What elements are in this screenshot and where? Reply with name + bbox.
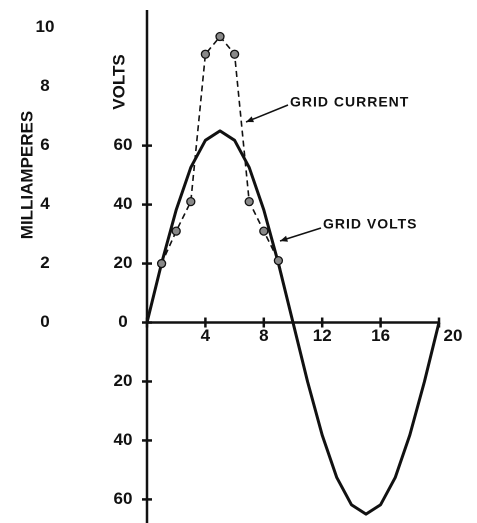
data-point <box>273 255 284 266</box>
arrow-head <box>246 116 254 123</box>
data-point <box>259 226 269 236</box>
data-point <box>215 31 225 42</box>
annotation: GRID VOLTS <box>323 216 418 232</box>
annotation: GRID CURRENT <box>290 94 409 110</box>
y2-tick-label: 0 <box>40 312 49 331</box>
annotation-arrow <box>245 104 289 123</box>
x-tick-label: 16 <box>371 326 390 345</box>
data-point <box>244 196 254 207</box>
series-line <box>146 35 294 323</box>
y-tick-label: 20 <box>114 253 133 272</box>
y2-tick-label: 6 <box>40 135 49 154</box>
y-tick-label: 40 <box>114 194 133 213</box>
arrow-head <box>280 235 288 242</box>
y-tick-label: 20 <box>114 371 133 390</box>
x-tick-label: 4 <box>201 326 211 345</box>
x-tick-label: 20 <box>444 326 463 345</box>
y-axis-label: VOLTS <box>109 54 128 109</box>
data-point <box>186 196 196 207</box>
x-tick-label: 8 <box>259 326 268 345</box>
y2-tick-label: 8 <box>40 76 49 95</box>
y-tick-label: 60 <box>114 489 133 508</box>
y2-axis-label: MILLIAMPERES <box>17 111 36 239</box>
y2-tick-label: 10 <box>36 17 55 36</box>
x-tick-label: 12 <box>313 326 332 345</box>
y-tick-label: 60 <box>114 135 133 154</box>
y-tick-label: 0 <box>118 312 127 331</box>
y2-tick-label: 4 <box>40 194 50 213</box>
data-point <box>200 49 211 59</box>
data-point <box>171 226 181 236</box>
data-point <box>229 49 240 59</box>
data-point <box>156 258 167 269</box>
y2-tick-label: 2 <box>40 253 49 272</box>
y-tick-label: 40 <box>114 430 133 449</box>
